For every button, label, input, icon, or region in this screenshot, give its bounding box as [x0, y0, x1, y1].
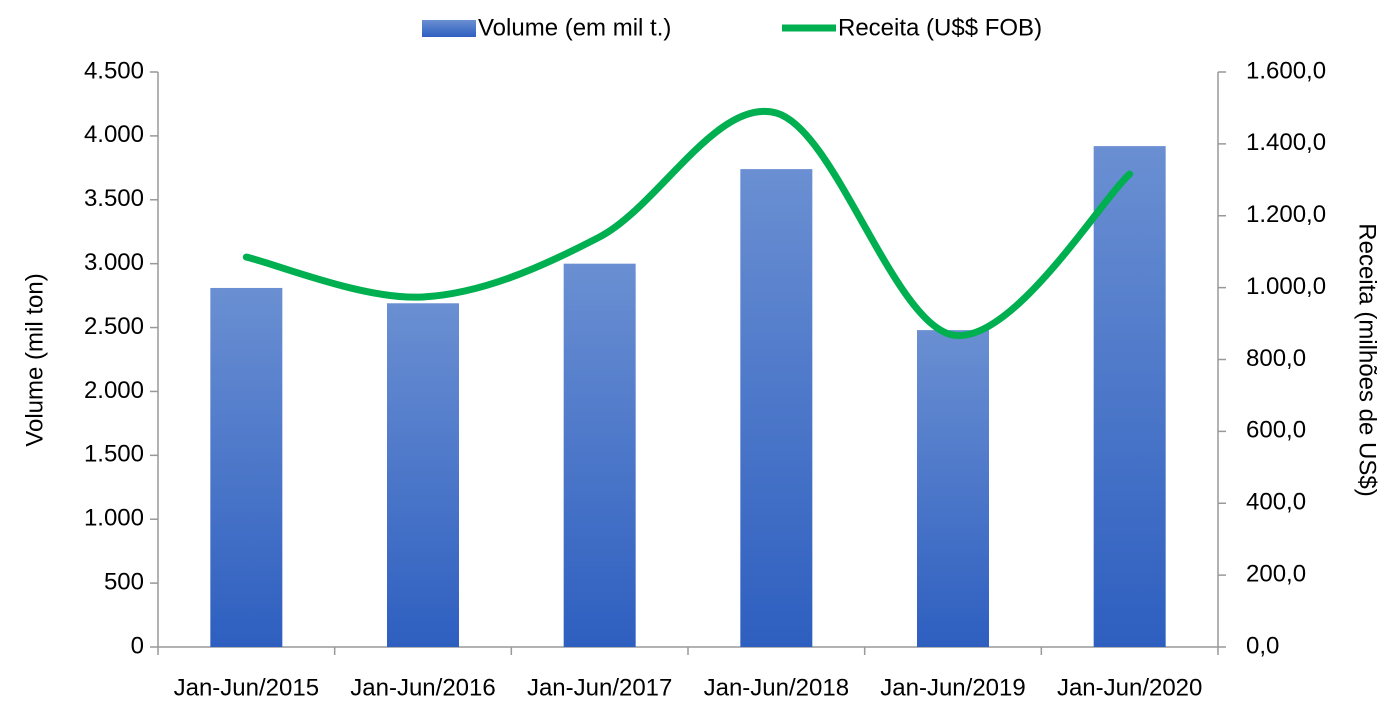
- y2-tick-label: 0,0: [1246, 632, 1279, 659]
- y2-tick-label: 400,0: [1246, 489, 1306, 516]
- x-tick-label: Jan-Jun/2015: [174, 674, 319, 701]
- y2-tick-label: 200,0: [1246, 560, 1306, 587]
- y-tick-label: 1.000: [84, 505, 144, 532]
- y2-tick-label: 1.200,0: [1246, 201, 1326, 228]
- y2-tick-label: 600,0: [1246, 417, 1306, 444]
- legend-label: Receita (U$$ FOB): [838, 14, 1042, 41]
- y-tick-label: 500: [104, 568, 144, 595]
- y-tick-label: 3.000: [84, 249, 144, 276]
- y-tick-label: 2.500: [84, 313, 144, 340]
- line: [242, 107, 1134, 339]
- x-tick-label: Jan-Jun/2020: [1057, 674, 1202, 701]
- legend-swatch: [422, 20, 476, 37]
- y2-tick-label: 800,0: [1246, 345, 1306, 372]
- bar: [210, 287, 283, 647]
- y-tick-label: 3.500: [84, 185, 144, 212]
- x-tick-label: Jan-Jun/2017: [527, 674, 672, 701]
- bar: [740, 169, 813, 647]
- x-tick-label: Jan-Jun/2016: [350, 674, 495, 701]
- y-axis-title: Volume (mil ton): [21, 273, 48, 446]
- y-tick-label: 4.500: [84, 57, 144, 84]
- bar: [917, 330, 989, 647]
- bar: [1093, 146, 1166, 647]
- y-tick-label: 1.500: [84, 441, 144, 468]
- y2-tick-label: 1.000,0: [1246, 273, 1326, 300]
- y2-tick-label: 1.400,0: [1246, 129, 1326, 156]
- y-tick-label: 0: [131, 632, 144, 659]
- y-tick-label: 4.000: [84, 121, 144, 148]
- bar: [563, 263, 636, 647]
- bar: [387, 303, 459, 647]
- legend-label: Volume (em mil t.): [478, 14, 671, 41]
- y2-tick-label: 1.600,0: [1246, 57, 1326, 84]
- x-tick-label: Jan-Jun/2018: [704, 674, 849, 701]
- x-tick-label: Jan-Jun/2019: [880, 674, 1025, 701]
- y-tick-label: 2.000: [84, 377, 144, 404]
- y2-axis-title: Receita (milhões de US$): [1354, 223, 1381, 496]
